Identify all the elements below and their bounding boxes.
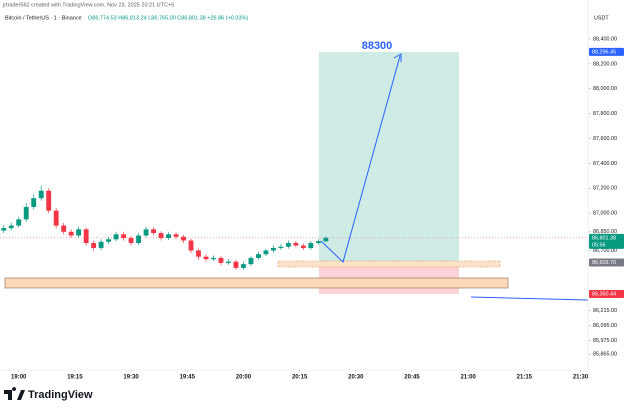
- price-label: 86,801.38: [592, 235, 616, 241]
- currency: USDT: [594, 15, 609, 21]
- candles: [1, 185, 329, 270]
- logo: TradingView: [4, 387, 93, 401]
- author: jrtrader562 created with TradingView.com…: [2, 2, 174, 8]
- candle-body: [173, 234, 179, 237]
- x-tick-label: 21:15: [517, 375, 533, 381]
- zones: [4, 260, 589, 301]
- candle-body: [8, 225, 14, 229]
- candle-body: [113, 234, 119, 240]
- candle-body: [151, 229, 156, 234]
- candle-body: [270, 247, 276, 251]
- price-label: 86,350.44: [592, 291, 616, 297]
- y-tick-label: 85,865.00: [593, 352, 617, 358]
- candle-body: [128, 238, 134, 244]
- candle-body: [203, 256, 209, 260]
- y-tick-label: 86,215.00: [593, 308, 617, 314]
- x-tick-label: 19:00: [11, 375, 27, 381]
- candle-body: [308, 243, 314, 248]
- candle-body: [46, 190, 52, 211]
- ohlc: O86,774.53 H86,813.24 L86,765.00 C86,801…: [88, 15, 248, 21]
- candle-body: [83, 229, 89, 244]
- candle-body: [181, 236, 186, 241]
- y-tick-label: 85,975.00: [593, 338, 617, 344]
- arrow-head: [393, 53, 402, 62]
- price-label-box: [589, 233, 624, 249]
- x-tick-label: 21:30: [573, 375, 589, 381]
- candle-body: [91, 243, 97, 248]
- x-tick-label: 19:45: [180, 375, 196, 381]
- logo-mark: [4, 387, 25, 400]
- y-tick-label: 87,000.00: [593, 211, 617, 217]
- candle-body: [38, 190, 44, 199]
- candle-body: [106, 239, 112, 242]
- candle-body: [68, 231, 74, 236]
- y-tick-label: 88,000.00: [593, 86, 617, 92]
- candle-body: [263, 250, 269, 255]
- candle-body: [255, 254, 261, 258]
- price-label-box: [589, 289, 624, 298]
- candle-body: [218, 257, 224, 263]
- candle-body: [1, 228, 7, 231]
- y-tick-label: 88,200.00: [593, 61, 617, 67]
- y-tick-label: 88,400.00: [593, 36, 617, 42]
- candle-body: [323, 237, 329, 242]
- candle-body: [136, 235, 142, 244]
- price-label-box: [589, 258, 624, 267]
- candle-body: [241, 264, 246, 268]
- x-tick-label: 20:15: [292, 375, 308, 381]
- countdown: 05:56: [592, 242, 606, 248]
- y-tick-label: 86,700.00: [593, 248, 617, 254]
- zone: [277, 260, 501, 268]
- candle-body: [233, 261, 239, 268]
- zone: [4, 277, 509, 289]
- y-tick-label: 86,850.00: [593, 229, 617, 235]
- candle-body: [31, 198, 37, 207]
- candle-body: [158, 233, 164, 239]
- y-tick-label: 87,200.00: [593, 186, 617, 192]
- candle-body: [61, 225, 67, 232]
- price-label-box: [589, 47, 624, 56]
- candle-body: [248, 257, 254, 265]
- price-label: 88,296.45: [592, 49, 616, 55]
- y-tick-label: 87,400.00: [593, 161, 617, 167]
- x-tick-label: 19:15: [67, 375, 83, 381]
- x-tick-label: 21:00: [460, 375, 476, 381]
- candle-body: [300, 245, 306, 248]
- x-tick-label: 20:00: [236, 375, 252, 381]
- x-tick-label: 20:30: [348, 375, 364, 381]
- candle-body: [188, 240, 194, 251]
- candle-body: [226, 261, 231, 263]
- candle-body: [315, 241, 321, 244]
- candle-body: [196, 250, 201, 257]
- trend-line: [470, 296, 589, 301]
- x-tick-label: 20:45: [404, 375, 420, 381]
- projection-arrow: [320, 55, 401, 263]
- candle-body: [143, 229, 149, 236]
- symbol: Bitcoin / TetherUS · 1 · Binance: [5, 15, 82, 21]
- candle-body: [121, 234, 127, 239]
- candle-body: [293, 243, 299, 246]
- candle-body: [98, 241, 104, 248]
- candle-body: [278, 246, 284, 248]
- profit-zone: [319, 51, 459, 263]
- candle-body: [53, 210, 59, 226]
- y-tick-label: 87,600.00: [593, 136, 617, 142]
- candle-body: [166, 234, 171, 239]
- brand: TradingView: [28, 389, 93, 401]
- candle-body: [211, 257, 216, 260]
- x-tick-label: 19:30: [123, 375, 139, 381]
- y-tick-label: 86,095.00: [593, 323, 617, 329]
- candle-body: [16, 219, 22, 226]
- price-label: 86,603.70: [592, 260, 616, 266]
- candle-body: [76, 229, 82, 236]
- y-tick-label: 87,800.00: [593, 111, 617, 117]
- annotation: 88300: [362, 40, 393, 52]
- candle-body: [285, 243, 291, 247]
- candle-body: [23, 206, 29, 220]
